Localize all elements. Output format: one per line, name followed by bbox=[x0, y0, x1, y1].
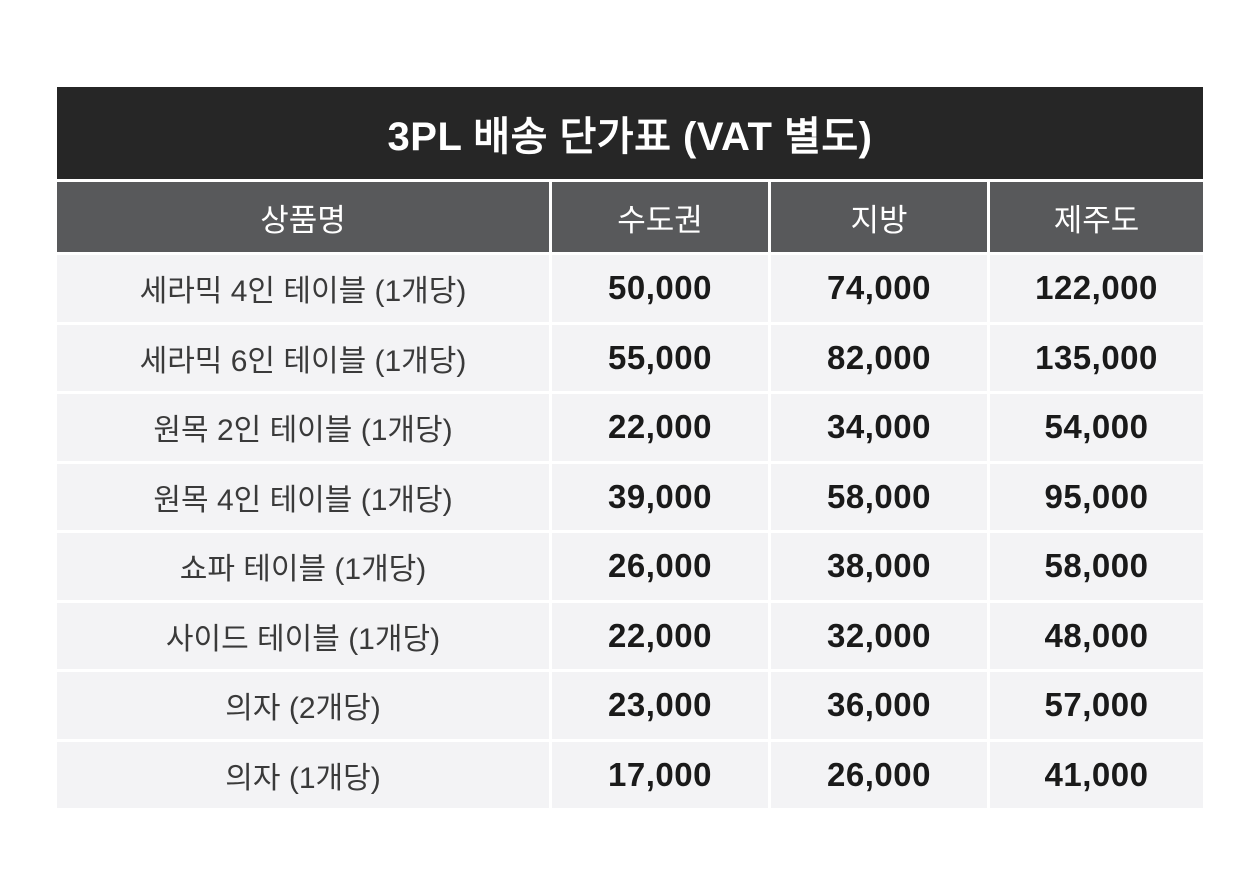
product-name-cell: 의자 (1개당) bbox=[57, 741, 549, 808]
price-cell: 74,000 bbox=[771, 255, 987, 322]
column-header-jeju: 제주도 bbox=[990, 182, 1203, 252]
price-cell: 32,000 bbox=[771, 602, 987, 669]
product-name-cell: 원목 2인 테이블 (1개당) bbox=[57, 394, 549, 461]
product-name-cell: 쇼파 테이블 (1개당) bbox=[57, 533, 549, 600]
product-name-cell: 원목 4인 테이블 (1개당) bbox=[57, 463, 549, 530]
price-cell: 39,000 bbox=[552, 463, 768, 530]
price-cell: 17,000 bbox=[552, 741, 768, 808]
price-cell: 95,000 bbox=[990, 463, 1203, 530]
table-title: 3PL 배송 단가표 (VAT 별도) bbox=[57, 87, 1203, 179]
price-cell: 26,000 bbox=[771, 741, 987, 808]
price-cell: 48,000 bbox=[990, 602, 1203, 669]
price-cell: 36,000 bbox=[771, 672, 987, 739]
price-cell: 50,000 bbox=[552, 255, 768, 322]
column-header-product: 상품명 bbox=[57, 182, 549, 252]
price-cell: 135,000 bbox=[990, 324, 1203, 391]
price-cell: 41,000 bbox=[990, 741, 1203, 808]
price-cell: 23,000 bbox=[552, 672, 768, 739]
price-cell: 26,000 bbox=[552, 533, 768, 600]
price-cell: 34,000 bbox=[771, 394, 987, 461]
product-name-cell: 세라믹 6인 테이블 (1개당) bbox=[57, 324, 549, 391]
product-name-cell: 세라믹 4인 테이블 (1개당) bbox=[57, 255, 549, 322]
price-cell: 57,000 bbox=[990, 672, 1203, 739]
pricing-table: 3PL 배송 단가표 (VAT 별도) 상품명 수도권 지방 제주도 세라믹 4… bbox=[57, 87, 1203, 808]
price-cell: 55,000 bbox=[552, 324, 768, 391]
column-header-metro: 수도권 bbox=[552, 182, 768, 252]
product-name-cell: 의자 (2개당) bbox=[57, 672, 549, 739]
price-cell: 82,000 bbox=[771, 324, 987, 391]
price-cell: 22,000 bbox=[552, 394, 768, 461]
price-cell: 58,000 bbox=[771, 463, 987, 530]
price-cell: 122,000 bbox=[990, 255, 1203, 322]
product-name-cell: 사이드 테이블 (1개당) bbox=[57, 602, 549, 669]
price-cell: 54,000 bbox=[990, 394, 1203, 461]
column-header-region: 지방 bbox=[771, 182, 987, 252]
price-cell: 22,000 bbox=[552, 602, 768, 669]
price-cell: 58,000 bbox=[990, 533, 1203, 600]
price-cell: 38,000 bbox=[771, 533, 987, 600]
